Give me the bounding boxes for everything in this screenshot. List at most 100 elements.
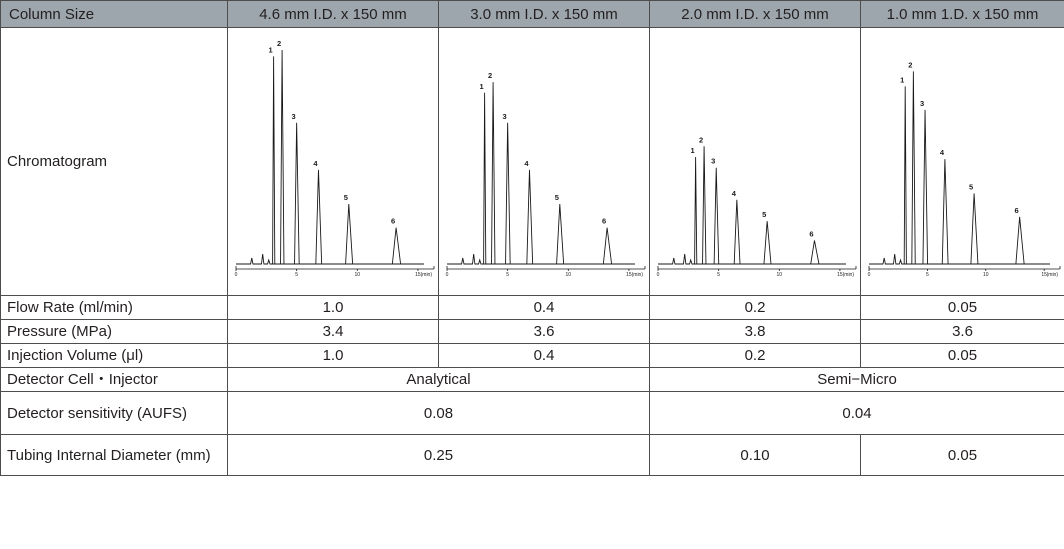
detector-sensitivity-label: Detector sensitivity (AUFS) bbox=[0, 391, 228, 435]
chromatogram-peak bbox=[970, 193, 979, 265]
peak-label: 6 bbox=[809, 229, 813, 238]
peak-label: 3 bbox=[920, 99, 924, 108]
peak-label: 1 bbox=[900, 75, 904, 84]
time-tick-label: 5 bbox=[926, 272, 929, 278]
tubing-diameter-value: 0.05 bbox=[860, 434, 1064, 476]
chromatogram-cell-3: 1 2 3 4 5 6 0 5 10 15 (min) bbox=[649, 27, 861, 296]
peak-label: 5 bbox=[344, 193, 348, 202]
time-tick-label: 10 bbox=[777, 272, 783, 278]
comparison-table: Column Size 4.6 mm I.D. x 150 mm 3.0 mm … bbox=[0, 0, 1064, 476]
chromatogram-peak bbox=[505, 122, 511, 265]
time-tick-label: 15 bbox=[415, 272, 421, 278]
peak-label: 6 bbox=[1015, 206, 1019, 215]
chromatogram-peak bbox=[345, 204, 354, 265]
chromatogram-peak bbox=[702, 146, 707, 265]
time-tick-label: 10 bbox=[355, 272, 361, 278]
time-tick-label: 10 bbox=[983, 272, 989, 278]
chromatogram-peak bbox=[922, 109, 929, 265]
peak-label: 1 bbox=[480, 82, 484, 91]
peak-label: 3 bbox=[292, 112, 296, 121]
peak-label: 5 bbox=[555, 193, 559, 202]
chromatogram-peak bbox=[280, 49, 285, 265]
time-tick-label: 5 bbox=[295, 272, 298, 278]
injection-volume-label: Injection Volume (μl) bbox=[0, 343, 228, 368]
peak-label: 5 bbox=[762, 210, 766, 219]
column-header-2-0mm: 2.0 mm I.D. x 150 mm bbox=[649, 0, 861, 28]
peak-label: 4 bbox=[524, 159, 529, 168]
peak-label: 4 bbox=[313, 159, 318, 168]
pressure-row: Pressure (MPa) 3.4 3.6 3.8 3.6 bbox=[0, 319, 1064, 344]
column-header-1-0mm: 1.0 mm 1.D. x 150 mm bbox=[860, 0, 1064, 28]
chromatogram-baseline bbox=[658, 253, 846, 265]
header-row: Column Size 4.6 mm I.D. x 150 mm 3.0 mm … bbox=[0, 0, 1064, 28]
time-unit-label: (min) bbox=[632, 272, 644, 278]
detector-cell-label: Detector Cell・Injector bbox=[0, 367, 228, 392]
chromatogram-peak bbox=[602, 227, 613, 265]
detector-cell-value: Analytical bbox=[227, 367, 650, 392]
chromatogram-peak bbox=[526, 169, 534, 265]
peak-label: 4 bbox=[940, 148, 945, 157]
flow-rate-value: 1.0 bbox=[227, 295, 439, 320]
tubing-diameter-label: Tubing Internal Diameter (mm) bbox=[0, 434, 228, 476]
peak-label: 4 bbox=[732, 189, 737, 198]
tubing-diameter-value: 0.25 bbox=[227, 434, 650, 476]
peak-label: 2 bbox=[908, 60, 912, 69]
tubing-diameter-row: Tubing Internal Diameter (mm) 0.25 0.10 … bbox=[0, 434, 1064, 476]
tubing-diameter-value: 0.10 bbox=[649, 434, 861, 476]
peak-label: 2 bbox=[277, 39, 281, 48]
chromatogram-cell-1: 1 2 3 4 5 6 0 5 10 15 (min) bbox=[227, 27, 439, 296]
injection-volume-row: Injection Volume (μl) 1.0 0.4 0.2 0.05 bbox=[0, 343, 1064, 368]
chromatogram-peak bbox=[556, 204, 565, 265]
chromatogram-peak bbox=[491, 82, 496, 265]
peak-label: 1 bbox=[269, 45, 273, 54]
chromatogram-plot-1: 12 3 4 5 6 0 5 10 15 (min) bbox=[235, 39, 435, 278]
chromatogram-peak bbox=[911, 71, 916, 265]
chromatogram-peak bbox=[315, 169, 323, 265]
time-tick-label: 15 bbox=[1041, 272, 1047, 278]
time-tick-label: 0 bbox=[868, 272, 871, 278]
time-tick-label: 10 bbox=[566, 272, 572, 278]
detector-cell-row: Detector Cell・Injector Analytical Semi−M… bbox=[0, 367, 1064, 392]
chromatogram-peak bbox=[941, 159, 949, 265]
chromatogram-plot-4: 12 3 4 5 6 0 5 10 15 (min) bbox=[868, 60, 1061, 278]
detector-sensitivity-row: Detector sensitivity (AUFS) 0.08 0.04 bbox=[0, 391, 1064, 435]
detector-cell-value: Semi−Micro bbox=[649, 367, 1064, 392]
chromatogram-peak bbox=[713, 167, 720, 265]
peak-label: 6 bbox=[602, 217, 606, 226]
flow-rate-value: 0.2 bbox=[649, 295, 861, 320]
pressure-label: Pressure (MPa) bbox=[0, 319, 228, 344]
time-tick-label: 15 bbox=[626, 272, 632, 278]
chromatogram-peak bbox=[1015, 216, 1025, 265]
peak-label: 3 bbox=[711, 157, 715, 166]
column-size-label: Column Size bbox=[0, 0, 228, 28]
chromatogram-peak bbox=[294, 122, 300, 265]
time-tick-label: 0 bbox=[446, 272, 449, 278]
chromatogram-plot-3: 12 3 4 5 6 0 5 10 15 (min) bbox=[657, 135, 857, 278]
pressure-value: 3.8 bbox=[649, 319, 861, 344]
time-unit-label: (min) bbox=[1047, 272, 1059, 278]
chromatogram-label: Chromatogram bbox=[0, 27, 228, 296]
detector-sensitivity-value: 0.04 bbox=[649, 391, 1064, 435]
chromatogram-peak bbox=[763, 221, 772, 265]
time-unit-label: (min) bbox=[421, 272, 433, 278]
flow-rate-label: Flow Rate (ml/min) bbox=[0, 295, 228, 320]
chromatogram-peak bbox=[694, 156, 698, 265]
flow-rate-value: 0.05 bbox=[860, 295, 1064, 320]
chromatogram-baseline bbox=[236, 253, 424, 265]
detector-sensitivity-value: 0.08 bbox=[227, 391, 650, 435]
column-header-3-0mm: 3.0 mm I.D. x 150 mm bbox=[438, 0, 650, 28]
chromatogram-peak bbox=[903, 86, 907, 265]
peak-label: 3 bbox=[503, 112, 507, 121]
time-tick-label: 5 bbox=[717, 272, 720, 278]
chromatogram-peak bbox=[272, 56, 276, 265]
chromatogram-baseline bbox=[869, 253, 1050, 265]
chromatogram-peak bbox=[810, 240, 820, 265]
pressure-value: 3.6 bbox=[438, 319, 650, 344]
flow-rate-value: 0.4 bbox=[438, 295, 650, 320]
injection-volume-value: 0.4 bbox=[438, 343, 650, 368]
time-tick-label: 15 bbox=[837, 272, 843, 278]
pressure-value: 3.4 bbox=[227, 319, 439, 344]
chromatogram-peak bbox=[391, 227, 402, 265]
time-tick-label: 0 bbox=[657, 272, 660, 278]
chromatogram-plot-2: 12 3 4 5 6 0 5 10 15 (min) bbox=[446, 71, 646, 278]
